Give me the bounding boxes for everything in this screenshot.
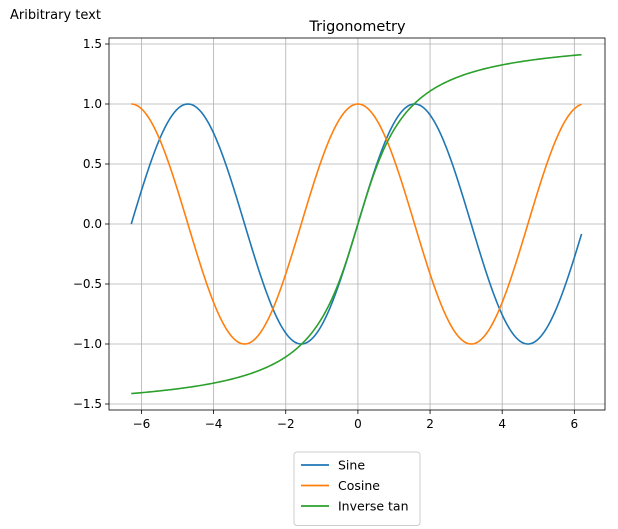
series-line-cosine [131, 103, 582, 345]
axis-ticks: −6 −4 −2 0 2 4 6 −1.5 −1.0 −0.5 0.0 0.5 1.0 1.5 [73, 37, 578, 431]
x-tick-label: −2 [277, 417, 295, 431]
x-tick-label: 4 [498, 417, 506, 431]
legend-label: Cosine [338, 478, 380, 493]
x-tick-label: 0 [354, 417, 362, 431]
legend: Sine Cosine Inverse tan [293, 451, 421, 526]
y-tick-label: −1.5 [73, 397, 102, 411]
y-tick-label: −1.0 [73, 337, 102, 351]
legend-label: Inverse tan [338, 499, 409, 514]
x-tick-label: 6 [571, 417, 579, 431]
series-lines [130, 53, 583, 395]
x-tick-label: −4 [205, 417, 223, 431]
chart-title: Trigonometry [308, 19, 406, 35]
grid [109, 38, 605, 410]
y-tick-label: 1.0 [83, 97, 102, 111]
y-tick-label: −0.5 [73, 277, 102, 291]
legend-label: Sine [338, 458, 365, 473]
y-tick-label: 0.0 [83, 217, 102, 231]
series-line-inverse-tan [131, 53, 582, 395]
annotation-text: Aribitrary text [10, 8, 101, 23]
y-tick-label: 0.5 [83, 157, 102, 171]
legend-box [293, 451, 421, 526]
x-tick-label: 2 [426, 417, 434, 431]
x-tick-label: −6 [133, 417, 151, 431]
y-tick-label: 1.5 [83, 37, 102, 51]
